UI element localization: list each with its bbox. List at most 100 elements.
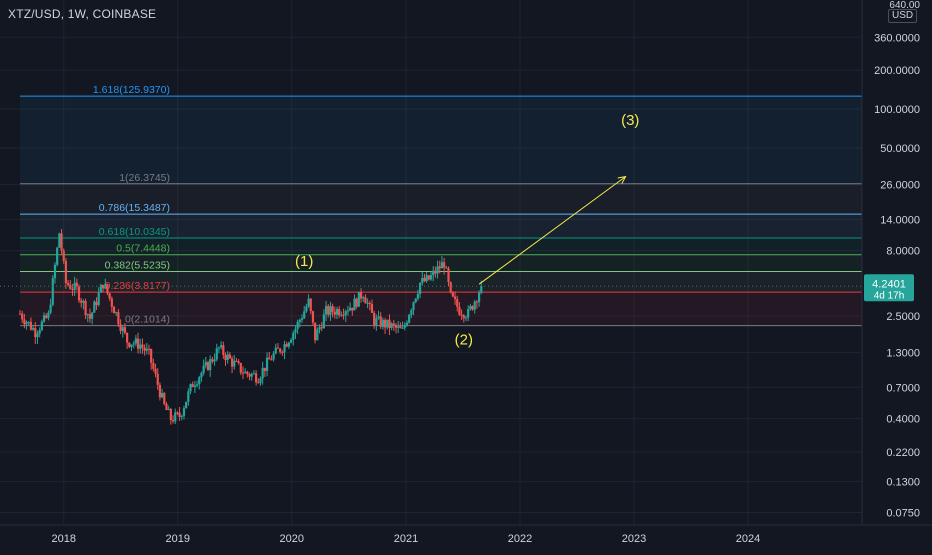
candle-body [357,291,360,307]
fib-level-label: 1(26.3745) [119,172,170,184]
candle-body [237,361,240,363]
y-tick-label: 8.0000 [886,246,920,258]
candle-body [386,319,389,328]
candle-body [364,297,367,304]
y-tick-label: 0.1300 [886,477,920,489]
current-price-tag[interactable] [864,274,914,302]
candle-body [438,266,441,269]
candle-body [244,371,247,374]
x-tick-label: 2019 [165,533,189,545]
candle-body [86,314,89,316]
x-tick-label: 2023 [622,533,646,545]
candle-body [274,347,277,354]
candle-body [467,308,470,318]
candle-body [449,282,452,293]
candle-body [202,365,205,373]
x-tick-label: 2021 [394,533,418,545]
candle-body [399,326,402,329]
candle-body [456,299,459,307]
candle-body [401,327,404,329]
y-tick-label: 14.0000 [880,214,920,226]
candle-body [42,315,46,322]
candle-body [198,377,201,385]
candle-body [56,247,59,265]
wave-label: (1) [295,253,313,270]
y-tick-label: 0.4000 [886,414,920,426]
candle-body [307,298,310,307]
candle-body [445,267,448,269]
candle-body [204,362,207,366]
candle-body [421,277,424,283]
candle-body [300,318,304,321]
candle-body [34,328,37,338]
candle-body [255,373,258,383]
candle-body [200,372,203,378]
candle-body [311,311,315,323]
candle-body [195,384,199,386]
candle-body [478,292,481,303]
candle-body [75,282,78,287]
candle-body [108,293,111,299]
candle-body [178,412,181,417]
candle-body [226,354,229,361]
candle-body [475,301,479,303]
candle-body [294,328,297,333]
candle-body [375,318,378,326]
y-tick-label: 0.7000 [886,382,920,394]
candle-body [21,313,24,320]
candle-body [368,302,371,305]
candle-body [272,353,275,360]
candle-body [97,292,100,306]
fib-level-label: 0.382(5.5235) [105,259,170,271]
candle-body [403,325,406,328]
candle-body [342,314,345,316]
x-tick-label: 2018 [51,533,75,545]
candle-body [370,304,374,313]
candle-body [298,320,301,322]
fib-zone [20,292,862,326]
candle-body [112,306,116,314]
y-tick-label: 26.0000 [880,180,920,192]
candle-body [443,262,446,268]
candle-body [66,283,70,285]
projection-arrowhead [617,175,627,184]
candle-body [145,348,148,351]
candle-body [252,373,256,375]
candle-body [383,319,387,328]
candle-body [296,321,299,329]
fib-level-label: 0.786(15.3487) [99,202,170,214]
candle-body [143,347,146,351]
candle-body [126,332,129,343]
candle-body [377,316,380,319]
currency-badge[interactable]: USD [888,9,918,23]
candle-body [392,323,395,326]
candle-body [169,409,172,421]
candle-body [276,347,280,349]
candle-body [136,338,140,349]
candle-body [261,367,264,379]
y-tick-label: 2.5000 [886,311,920,323]
y-tick-label: 100.0000 [874,104,920,116]
symbol-title: XTZ/USD, 1W, COINBASE [8,7,157,21]
candle-body [40,321,43,331]
candle-body [158,384,162,398]
candle-body [64,260,68,284]
candle-body [45,315,48,318]
fib-zone [20,96,862,184]
candle-body [154,368,157,374]
candle-body [289,339,293,343]
candle-body [416,293,419,299]
candle-body [320,327,323,329]
candle-body [359,291,363,299]
fib-zone [20,237,862,255]
candle-body [351,307,354,311]
candle-body [390,323,393,329]
candle-body [241,372,245,374]
candle-body [156,373,159,385]
candle-body [193,385,196,387]
candle-body [434,270,437,274]
candle-body [180,415,183,417]
candle-body [410,310,413,315]
